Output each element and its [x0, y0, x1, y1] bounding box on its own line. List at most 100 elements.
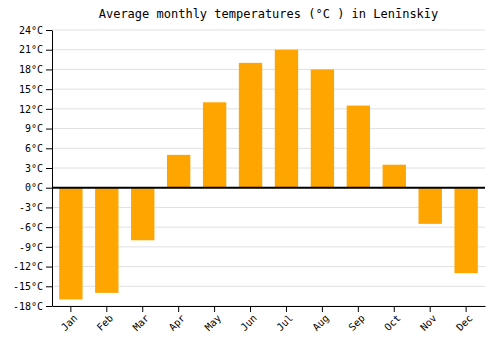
tick: 12°C — [19, 104, 52, 115]
tick: Jun — [238, 306, 259, 333]
axis-line — [52, 31, 53, 307]
grid-line — [52, 148, 485, 149]
tick-mark — [142, 306, 143, 312]
bar — [59, 188, 82, 300]
tick-label: Apr — [167, 312, 188, 333]
grid-line — [52, 69, 485, 70]
tick-mark — [46, 50, 52, 51]
tick-label: 12°C — [19, 104, 43, 115]
tick-label: Nov — [418, 312, 439, 333]
bar — [454, 188, 477, 273]
tick-label: 24°C — [19, 25, 43, 36]
grid-line — [52, 168, 485, 169]
tick-mark — [106, 306, 107, 312]
tick: -3°C — [19, 202, 52, 213]
grid-line — [52, 128, 485, 129]
tick-label: Jan — [59, 312, 80, 333]
y-axis: -18°C-15°C-12°C-9°C-6°C-3°C0°C3°C6°C9°C1… — [13, 25, 53, 312]
tick-mark — [46, 69, 52, 70]
tick-label: May — [203, 312, 224, 333]
marks — [59, 50, 478, 300]
tick-mark — [322, 306, 323, 312]
tick: Oct — [382, 306, 403, 333]
tick-mark — [46, 267, 52, 268]
bar — [275, 50, 298, 188]
tick: May — [203, 306, 224, 333]
tick: 18°C — [19, 64, 52, 75]
tick: Aug — [310, 306, 331, 333]
bar — [347, 106, 370, 188]
grid-line — [52, 89, 485, 90]
tick-label: Mar — [131, 312, 152, 333]
tick-label: Aug — [310, 312, 331, 333]
tick-label: Feb — [95, 312, 116, 333]
bar — [419, 188, 442, 224]
tick: 9°C — [25, 123, 52, 134]
tick-label: 9°C — [25, 123, 43, 134]
grid-line — [52, 306, 485, 307]
tick-label: Oct — [382, 312, 403, 333]
tick-label: -15°C — [13, 281, 43, 292]
tick-label: 15°C — [19, 84, 43, 95]
tick-mark — [46, 109, 52, 110]
chart: -18°C-15°C-12°C-9°C-6°C-3°C0°C3°C6°C9°C1… — [0, 0, 500, 350]
x-axis: Jan Feb Mar Apr May Jun Jul Aug Sep Oct Nov Dec — [53, 306, 486, 333]
grid — [52, 30, 485, 306]
grid-line — [52, 30, 485, 31]
bar — [383, 165, 406, 188]
tick: -6°C — [19, 222, 52, 233]
tick-mark — [46, 227, 52, 228]
tick-mark — [70, 306, 71, 312]
grid-line — [52, 108, 485, 109]
tick-label: Jul — [274, 312, 295, 333]
tick-mark — [178, 306, 179, 312]
tick: -18°C — [13, 301, 52, 312]
bar — [167, 155, 190, 188]
tick-label: -9°C — [19, 242, 43, 253]
tick: 3°C — [25, 163, 52, 174]
title: Average monthly temperatures (°C ) in Le… — [99, 7, 439, 21]
tick: 21°C — [19, 44, 52, 55]
tick-label: Sep — [346, 312, 367, 333]
tick-mark — [46, 148, 52, 149]
tick-mark — [358, 306, 359, 312]
tick: 15°C — [19, 84, 52, 95]
tick-mark — [394, 306, 395, 312]
bar — [311, 69, 334, 187]
tick: Apr — [167, 306, 188, 333]
tick: Sep — [346, 306, 367, 333]
tick-mark — [46, 89, 52, 90]
tick-mark — [46, 306, 52, 307]
tick-label: -18°C — [13, 301, 43, 312]
tick: 0°C — [25, 182, 52, 193]
tick-label: Dec — [454, 312, 475, 333]
tick-label: 6°C — [25, 143, 43, 154]
tick-label: Jun — [238, 312, 259, 333]
tick: -9°C — [19, 242, 52, 253]
tick-mark — [46, 188, 52, 189]
tick-label: -3°C — [19, 202, 43, 213]
tick-mark — [46, 247, 52, 248]
bar — [239, 63, 262, 188]
tick-label: 21°C — [19, 44, 43, 55]
tick: -15°C — [13, 281, 52, 292]
plot: -18°C-15°C-12°C-9°C-6°C-3°C0°C3°C6°C9°C1… — [13, 25, 486, 333]
grid-line — [52, 49, 485, 50]
tick-mark — [250, 306, 251, 312]
tick: Feb — [95, 306, 116, 333]
bar — [131, 188, 154, 241]
grid-line — [52, 187, 485, 188]
tick-mark — [466, 306, 467, 312]
tick-label: -6°C — [19, 222, 43, 233]
tick-mark — [430, 306, 431, 312]
tick: Nov — [418, 306, 439, 333]
tick-mark — [46, 30, 52, 31]
tick: 6°C — [25, 143, 52, 154]
tick-mark — [46, 129, 52, 130]
tick: Jan — [59, 306, 80, 333]
zero-line — [52, 187, 485, 189]
tick-label: 0°C — [25, 182, 43, 193]
tick-label: 3°C — [25, 163, 43, 174]
tick-mark — [46, 286, 52, 287]
tick-mark — [286, 306, 287, 312]
